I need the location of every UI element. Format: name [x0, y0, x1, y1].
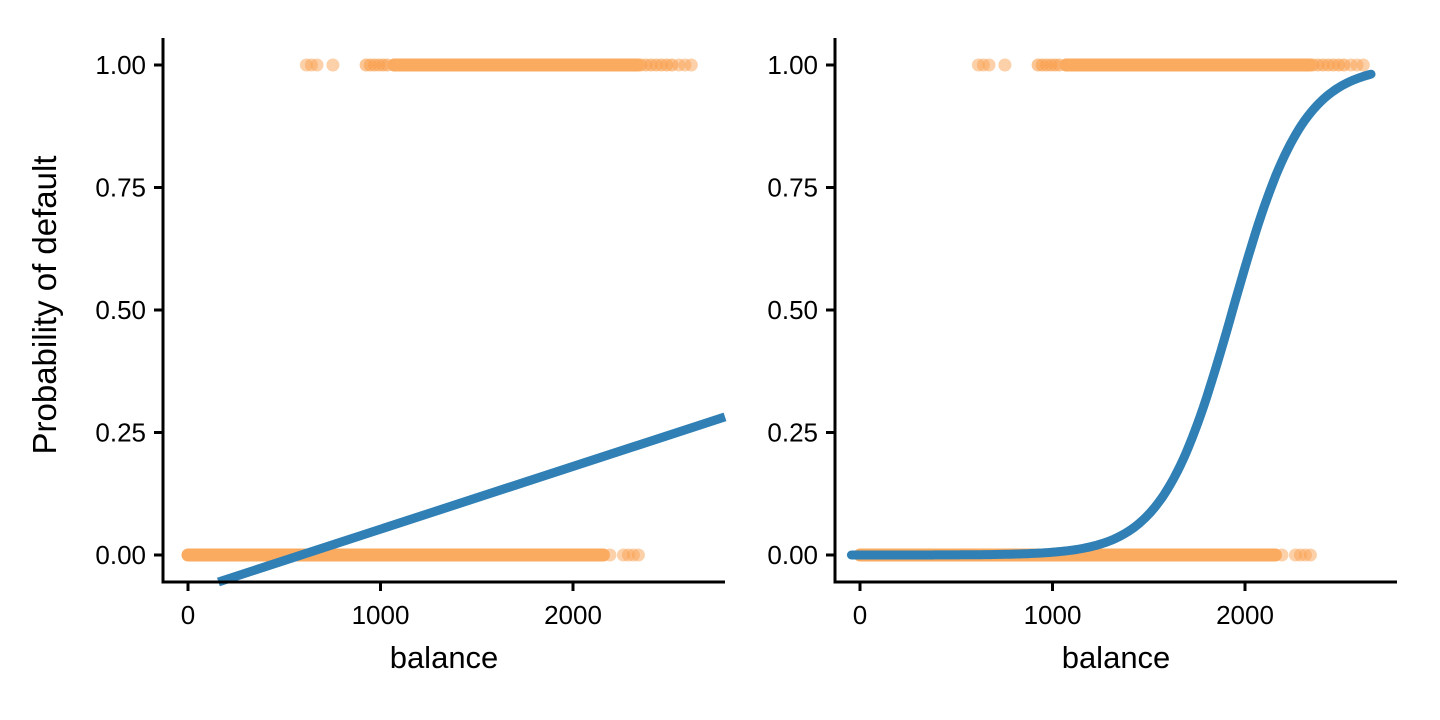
data-point: [684, 58, 698, 72]
data-point: [1337, 58, 1351, 72]
axes: 0.00 0.25 0.50 0.75 1.00 0 1000 2000: [95, 38, 725, 630]
x-tick-label: 1000: [1024, 600, 1082, 630]
logistic-fit-curve: [846, 69, 1376, 560]
y-tick-label: 0.00: [767, 540, 818, 570]
panel-linear: 0.00 0.25 0.50 0.75 1.00 0 1000 2000 balance: [95, 38, 727, 675]
x-tick-label: 0: [181, 600, 195, 630]
x-tick-label: 2000: [1216, 600, 1274, 630]
y-tick-label: 0.75: [767, 173, 818, 203]
y-tick-label: 0.50: [95, 295, 146, 325]
data-point: [982, 58, 996, 72]
x-tick-label: 0: [853, 600, 867, 630]
x-axis-title: balance: [1062, 640, 1171, 675]
x-tick-label: 1000: [352, 600, 410, 630]
linear-fit-line: [217, 412, 727, 587]
data-point: [665, 58, 679, 72]
y-tick-label: 0.00: [95, 540, 146, 570]
data-point: [1303, 548, 1317, 562]
y-tick-label: 0.75: [95, 173, 146, 203]
defaulters-points-row: [299, 58, 698, 72]
x-tick-label: 2000: [544, 600, 602, 630]
y-tick-label: 1.00: [95, 50, 146, 80]
axes: 0.00 0.25 0.50 0.75 1.00 0 1000 2000: [767, 38, 1397, 630]
y-tick-label: 0.25: [95, 418, 146, 448]
x-axis-title: balance: [390, 640, 499, 675]
data-point: [326, 58, 340, 72]
data-point: [1356, 58, 1370, 72]
y-tick-label: 1.00: [767, 50, 818, 80]
y-tick-label: 0.50: [767, 295, 818, 325]
y-axis-title: Probability of default: [26, 155, 63, 454]
data-point: [310, 58, 324, 72]
panel-logistic: 0.00 0.25 0.50 0.75 1.00 0 1000 2000 balance: [767, 38, 1397, 675]
data-point: [631, 548, 645, 562]
defaulters-points-row: [971, 58, 1370, 72]
y-tick-label: 0.25: [767, 418, 818, 448]
non-defaulters-points-row: [181, 548, 645, 562]
data-point: [998, 58, 1012, 72]
